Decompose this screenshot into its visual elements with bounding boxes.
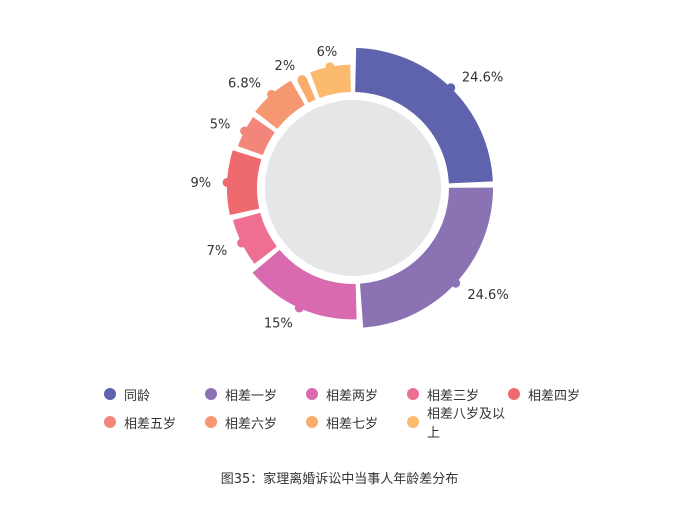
legend-item: 相差五岁 (104, 413, 205, 432)
legend-swatch (508, 388, 520, 400)
donut-center (265, 100, 441, 276)
data-label-6: 5% (210, 118, 231, 133)
legend-row: 相差五岁 相差六岁 相差七岁 相差八岁及以上 (104, 407, 624, 441)
data-label-1: 24.6% (462, 70, 503, 85)
slice-2 (359, 187, 493, 328)
legend-swatch (306, 416, 318, 428)
legend-item: 相差三岁 (407, 385, 508, 404)
data-label-4: 7% (207, 244, 228, 259)
data-label-3: 15% (264, 317, 293, 332)
legend-item: 相差七岁 (306, 413, 407, 432)
legend-item: 同龄 (104, 385, 205, 404)
legend-item: 相差一岁 (205, 385, 306, 404)
legend-label: 相差六岁 (225, 416, 278, 432)
legend-swatch (104, 388, 116, 400)
legend-swatch (205, 388, 217, 400)
slice-marker-6 (240, 126, 250, 136)
legend-swatch (407, 416, 419, 428)
legend-item: 相差四岁 (508, 385, 609, 404)
data-label-9: 6% (317, 45, 338, 60)
legend-item: 相差六岁 (205, 413, 306, 432)
legend-label: 相差七岁 (326, 416, 379, 432)
data-label-5: 9% (190, 176, 211, 191)
data-label-2: 24.6% (467, 288, 508, 303)
legend-item: 相差八岁及以上 (407, 403, 508, 441)
legend: 同龄 相差一岁 相差两岁 相差三岁 相差四岁相差五岁 相差六岁 相差七岁 相差八岁及以上 (104, 380, 624, 441)
data-label-8: 2% (275, 59, 296, 74)
data-label-7: 6.8% (228, 76, 261, 91)
donut-chart: 24.6% 24.6% 15% 7% 9% 5% 6.8% 2% 6% (190, 45, 508, 332)
chart-caption: 图35：家理离婚诉讼中当事人年龄差分布 (220, 472, 459, 487)
legend-swatch (407, 388, 419, 400)
slice-1 (355, 48, 493, 184)
slice-marker-1 (446, 83, 456, 93)
legend-label: 相差四岁 (528, 388, 581, 404)
slice-7 (255, 80, 305, 129)
legend-swatch (104, 416, 116, 428)
legend-label: 相差三岁 (427, 388, 480, 404)
slice-marker-2 (451, 278, 461, 288)
legend-swatch (205, 416, 217, 428)
legend-label: 相差两岁 (326, 388, 379, 404)
legend-label: 相差一岁 (225, 388, 278, 404)
slice-marker-8 (297, 75, 307, 85)
legend-label: 同龄 (124, 388, 151, 404)
legend-swatch (306, 388, 318, 400)
legend-row: 同龄 相差一岁 相差两岁 相差三岁 相差四岁 (104, 380, 624, 408)
slice-6 (237, 117, 275, 156)
legend-label: 相差五岁 (124, 416, 177, 432)
slice-marker-9 (325, 62, 335, 72)
legend-label: 相差八岁及以上 (427, 407, 506, 441)
slice-4 (232, 212, 277, 264)
slice-5 (226, 150, 262, 216)
slice-marker-7 (267, 89, 277, 99)
legend-item: 相差两岁 (306, 385, 407, 404)
slice-marker-3 (294, 303, 304, 313)
slice-marker-4 (237, 238, 247, 248)
slice-3 (252, 249, 357, 320)
slice-9 (310, 64, 351, 98)
slice-marker-5 (222, 177, 232, 187)
